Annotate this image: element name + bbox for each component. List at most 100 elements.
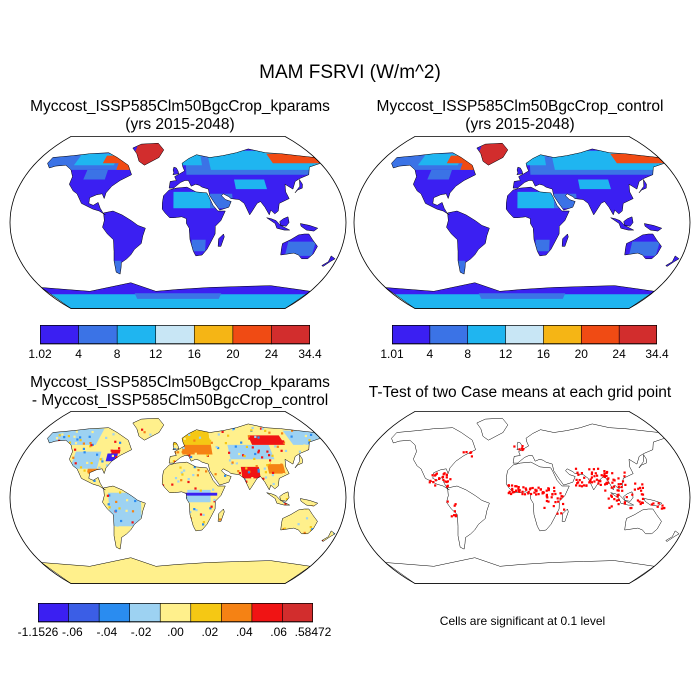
- diff-speck: [148, 536, 151, 539]
- diff-speck: [59, 547, 62, 550]
- sig-cell: [445, 480, 448, 484]
- diff-speck: [126, 499, 129, 502]
- diff-speck: [79, 545, 82, 549]
- land-newZealand: [321, 530, 336, 542]
- diff-speck: [271, 542, 274, 546]
- diff-speck: [67, 519, 70, 523]
- sig-cell: [652, 502, 655, 505]
- diff-speck: [36, 504, 38, 506]
- sig-cell: [600, 474, 603, 477]
- sig-cell: [662, 507, 665, 510]
- colorbar-swatch-2: [98, 603, 131, 623]
- diff-speck: [177, 501, 180, 504]
- diff-speck: [312, 443, 315, 447]
- sig-cell: [545, 493, 548, 496]
- diff-speck: [87, 542, 90, 546]
- sig-cell: [621, 480, 625, 483]
- colorbar-tick-label: 8: [464, 347, 472, 361]
- sig-cell: [577, 473, 580, 476]
- diff-speck: [109, 496, 112, 500]
- diff-speck: [245, 467, 248, 470]
- diff-speck: [308, 549, 311, 552]
- diff-speck: [170, 495, 173, 498]
- significant-cells: [428, 445, 666, 518]
- diff-speck: [305, 517, 309, 520]
- field-patch-14: [134, 293, 222, 299]
- diff-speck: [66, 531, 69, 534]
- diff-speck: [61, 433, 64, 436]
- land-japan: [295, 454, 303, 468]
- diff-speck: [247, 435, 250, 438]
- diff-speck: [276, 445, 279, 448]
- diff-speck: [308, 439, 311, 442]
- sig-cell: [547, 500, 550, 503]
- sig-cell: [617, 503, 620, 506]
- sig-cell: [619, 483, 622, 486]
- diff-speck: [24, 473, 26, 475]
- diff-speck: [271, 454, 274, 457]
- significance-note: Cells are significant at 0.1 level: [439, 614, 606, 628]
- sig-cell: [607, 497, 610, 500]
- sig-cell: [557, 500, 560, 503]
- diff-speck: [186, 427, 189, 430]
- diff-speck: [281, 432, 284, 435]
- diff-speck: [65, 513, 68, 516]
- diff-speck: [159, 478, 162, 481]
- diff-speck: [111, 454, 114, 457]
- diff-speck: [226, 533, 229, 536]
- diff-speck: [140, 432, 143, 435]
- diff-speck: [75, 548, 78, 551]
- diff-speck: [331, 469, 334, 472]
- diff-speck: [162, 540, 165, 543]
- coast-borneo: [279, 216, 290, 227]
- colorbar-tick-label: -.02: [130, 625, 152, 639]
- sig-cell: [612, 485, 616, 488]
- diff-speck: [65, 503, 68, 506]
- diff-speck: [37, 526, 39, 528]
- diff-speck: [326, 509, 329, 512]
- diff-speck: [278, 526, 281, 529]
- diff-speck: [284, 502, 287, 505]
- diff-speck: [59, 477, 62, 480]
- diff-speck: [255, 528, 258, 531]
- diff-speck: [180, 431, 184, 434]
- diff-speck: [261, 544, 264, 547]
- diff-speck: [180, 471, 183, 474]
- diff-speck: [143, 431, 146, 434]
- diff-speck: [154, 459, 157, 462]
- diff-speck: [271, 474, 274, 477]
- diff-speck: [34, 527, 36, 529]
- diff-speck: [116, 524, 119, 527]
- sig-cell: [639, 502, 642, 506]
- diff-speck: [32, 474, 34, 476]
- diff-speck: [177, 521, 180, 524]
- coast-eurasia: [512, 148, 665, 216]
- land-southAmerica: [102, 211, 146, 275]
- diff-speck: [257, 436, 260, 439]
- diff-speck: [236, 546, 239, 549]
- diff-speck: [259, 427, 263, 430]
- land-madagascar: [562, 234, 569, 247]
- diff-speck: [63, 507, 66, 510]
- sig-cell: [515, 485, 518, 488]
- diff-speck: [328, 495, 331, 498]
- colorbar-swatch-5: [232, 325, 273, 345]
- sig-cell: [624, 483, 627, 486]
- coast-japan: [638, 453, 647, 469]
- coast-indonesia: [266, 492, 290, 506]
- coast-greenland: [476, 417, 509, 441]
- sig-cell: [517, 486, 520, 489]
- panel-case2-title-line2: (yrs 2015-2048): [465, 116, 575, 133]
- diff-speck: [167, 441, 170, 444]
- sig-cell: [428, 481, 431, 484]
- diff-speck: [239, 454, 243, 458]
- diff-speck: [111, 547, 114, 550]
- diff-speck: [59, 518, 63, 521]
- sig-cell: [621, 489, 624, 492]
- diff-speck: [63, 542, 66, 545]
- diff-speck: [209, 507, 212, 510]
- diff-speck: [81, 511, 84, 514]
- coast-britain: [172, 441, 180, 451]
- diff-speck: [105, 428, 108, 431]
- diff-speck: [253, 457, 256, 460]
